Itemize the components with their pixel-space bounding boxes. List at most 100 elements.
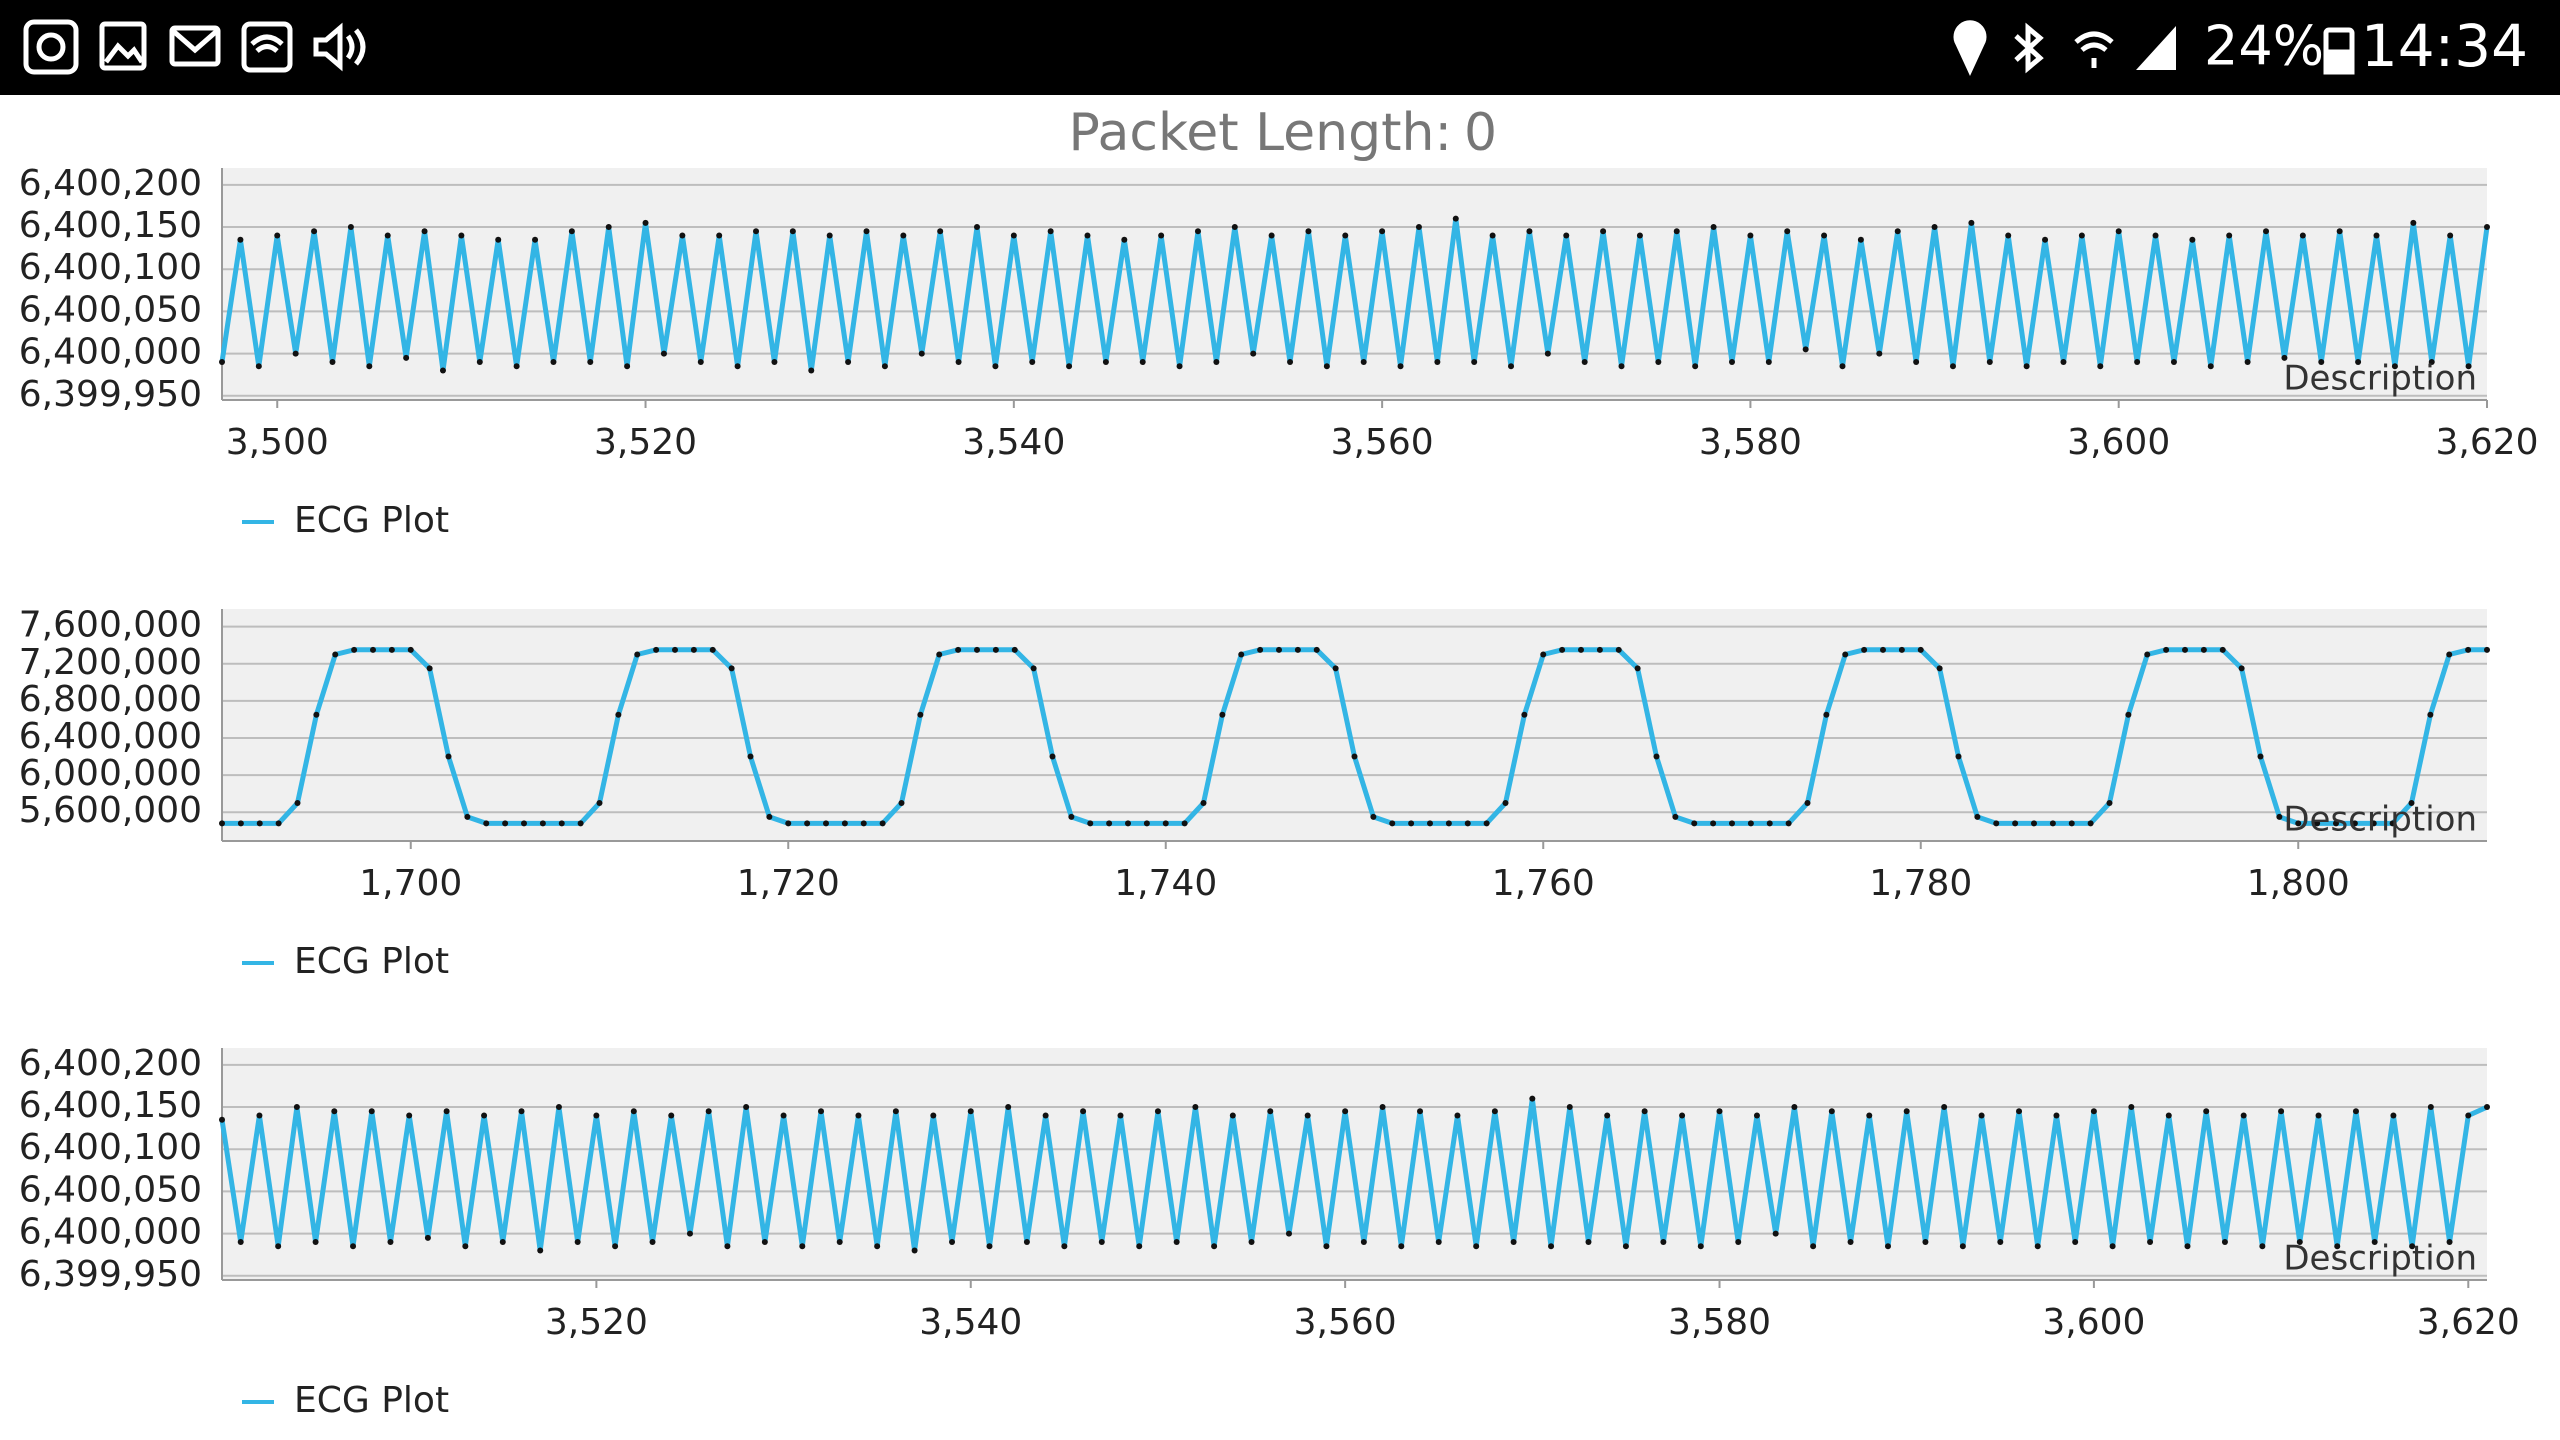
x-tick-label: 3,540 <box>919 1302 1022 1343</box>
data-point <box>1993 820 2000 827</box>
data-point <box>1526 228 1533 235</box>
data-point <box>593 1112 600 1119</box>
data-point <box>2315 1112 2322 1119</box>
y-tick-label: 6,400,200 <box>19 1043 202 1084</box>
y-tick-label: 5,600,000 <box>19 790 202 831</box>
y-tick-label: 7,600,000 <box>19 605 202 646</box>
data-point <box>2390 1112 2397 1119</box>
data-point <box>1949 363 1956 370</box>
data-point <box>2170 359 2177 366</box>
icon-gallery-mount <box>104 42 145 64</box>
data-point <box>1596 646 1603 653</box>
data-point <box>672 646 678 653</box>
data-point <box>1452 215 1459 222</box>
data-point <box>2134 359 2141 366</box>
data-point <box>1804 799 1811 806</box>
data-point <box>1287 359 1294 366</box>
data-point <box>1213 359 1220 366</box>
data-point <box>709 646 716 653</box>
data-point <box>967 1108 974 1115</box>
data-point <box>823 820 829 827</box>
data-point <box>1181 820 1188 827</box>
data-point <box>331 1108 338 1115</box>
data-point <box>917 711 924 718</box>
data-point <box>2409 1243 2416 1250</box>
y-tick-label: 6,400,050 <box>19 1169 202 1210</box>
plot-area <box>222 609 2487 841</box>
data-point <box>1691 820 1698 827</box>
data-point <box>2042 236 2049 243</box>
data-point <box>1047 228 1054 235</box>
data-point <box>1828 1108 1835 1115</box>
data-point <box>351 646 358 653</box>
data-point <box>1839 363 1846 370</box>
data-point <box>1398 1243 1405 1250</box>
y-tick-label: 6,400,100 <box>19 247 202 288</box>
data-point <box>502 820 509 827</box>
data-point <box>1454 1112 1461 1119</box>
data-point <box>495 236 502 243</box>
x-tick-label: 1,760 <box>1492 863 1595 904</box>
data-point <box>705 1108 712 1115</box>
data-point <box>1521 711 1528 718</box>
data-point <box>1360 359 1367 366</box>
data-point <box>1313 646 1320 653</box>
data-point <box>2427 711 2434 718</box>
data-point <box>1898 646 1905 653</box>
data-point <box>1125 820 1131 827</box>
icon-app <box>23 19 79 75</box>
data-point <box>1585 1239 1592 1246</box>
data-point <box>476 359 483 366</box>
icon-location <box>1953 20 1987 76</box>
data-point <box>1566 1104 1573 1111</box>
data-point <box>1173 1239 1180 1246</box>
data-point <box>1248 1239 1255 1246</box>
data-point <box>384 232 391 239</box>
data-point <box>1716 1108 1723 1115</box>
data-point <box>255 363 262 370</box>
data-point <box>1880 646 1886 653</box>
data-point <box>458 232 465 239</box>
icon-app-dot <box>36 32 66 62</box>
data-point <box>1192 1104 1199 1111</box>
data-point <box>568 228 575 235</box>
data-point <box>332 651 339 658</box>
data-point <box>1622 1243 1629 1250</box>
data-point <box>539 820 546 827</box>
data-point <box>1121 236 1128 243</box>
data-point <box>1117 1112 1124 1119</box>
data-point <box>219 820 225 827</box>
data-point <box>2465 646 2472 653</box>
data-point <box>1735 1239 1742 1246</box>
data-point <box>219 359 225 366</box>
data-point <box>1257 646 1264 653</box>
data-point <box>2281 354 2288 361</box>
data-point <box>2334 1243 2341 1250</box>
data-point <box>1332 665 1339 672</box>
data-point <box>462 1243 469 1250</box>
data-point <box>1810 1243 1817 1250</box>
data-point <box>2068 820 2075 827</box>
data-point <box>1238 651 1245 658</box>
data-point <box>1162 820 1169 827</box>
data-point <box>2147 1239 2154 1246</box>
data-point <box>1473 1243 1480 1250</box>
data-point <box>1508 363 1515 370</box>
data-point <box>2446 651 2453 658</box>
data-point <box>1529 1095 1536 1102</box>
data-point <box>1765 359 1772 366</box>
data-point <box>2207 363 2214 370</box>
data-point <box>1434 359 1441 366</box>
data-point <box>1087 820 1094 827</box>
data-point <box>293 1104 300 1111</box>
data-point <box>1143 820 1150 827</box>
data-point <box>587 359 594 366</box>
data-point <box>1379 1104 1386 1111</box>
data-point <box>1936 665 1943 672</box>
data-point <box>1974 813 1981 820</box>
legend-label: ECG Plot <box>294 1380 449 1421</box>
data-point <box>294 799 301 806</box>
data-point <box>785 820 792 827</box>
data-point <box>955 359 962 366</box>
data-point <box>2240 1112 2247 1119</box>
